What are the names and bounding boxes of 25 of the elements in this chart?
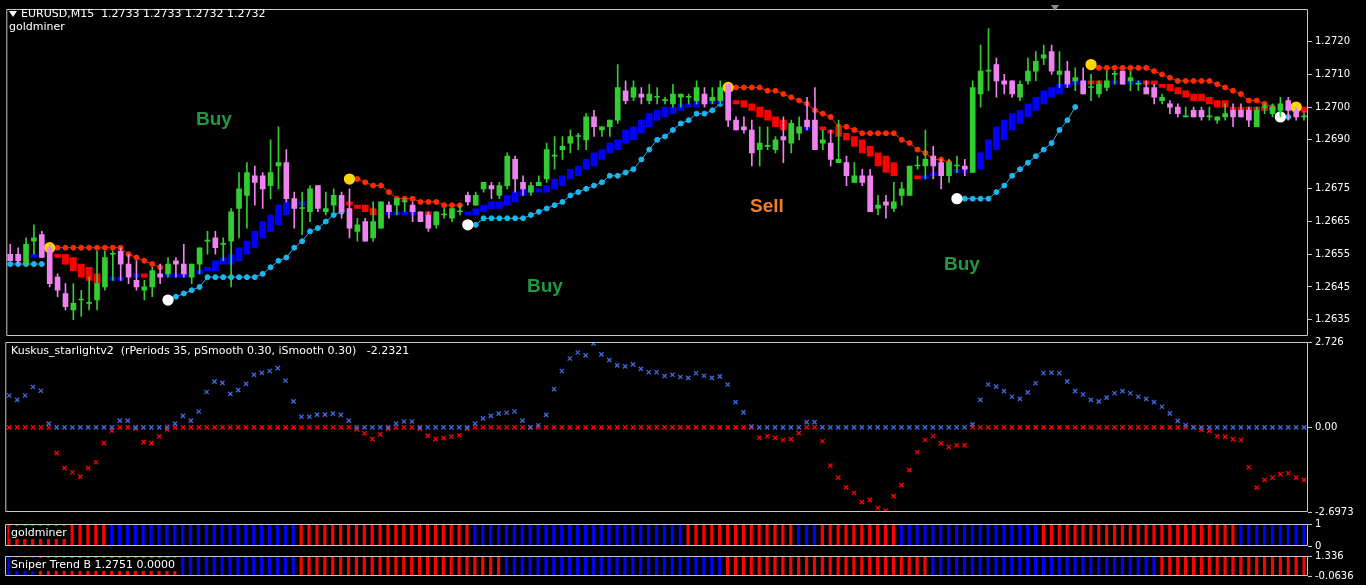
y-tick-label: 1.2645: [1315, 280, 1350, 292]
chart-title: goldminer: [9, 526, 69, 539]
y-tick-label: 0.00: [1315, 421, 1338, 433]
y-tick-label: -0.0636: [1315, 569, 1354, 581]
y-tick-label: 1.2710: [1315, 67, 1350, 79]
y-tick-label: 2.726: [1315, 335, 1344, 347]
annotation: Sell: [750, 195, 784, 217]
y-tick-label: 0: [1315, 539, 1322, 551]
annotation: Buy: [196, 108, 232, 130]
y-tick-label: 1.2720: [1315, 35, 1350, 47]
y-tick-label: 1.2690: [1315, 133, 1350, 145]
chart-title: EURUSD,M15 1.2733 1.2733 1.2732 1.2732: [21, 7, 266, 20]
annotation: Buy: [944, 253, 980, 275]
y-tick-label: 1.2675: [1315, 182, 1350, 194]
y-tick-label: 1.2700: [1315, 100, 1350, 112]
chart-title: Sniper Trend B 1.2751 0.0000: [9, 558, 177, 571]
y-tick-label: 1.2665: [1315, 215, 1350, 227]
y-tick-label: -2.6973: [1315, 505, 1354, 517]
y-tick-label: 1.2635: [1315, 313, 1350, 325]
text: goldminer: [9, 20, 65, 33]
chart-title: Kuskus_starlightv2 (rPeriods 35, pSmooth 0.30, iSmooth 0.30) -2.2321: [9, 344, 412, 357]
annotation: Buy: [527, 275, 563, 297]
y-tick-label: 1: [1315, 517, 1322, 529]
y-tick-label: 1.2655: [1315, 247, 1350, 259]
y-tick-label: 1.336: [1315, 549, 1344, 561]
